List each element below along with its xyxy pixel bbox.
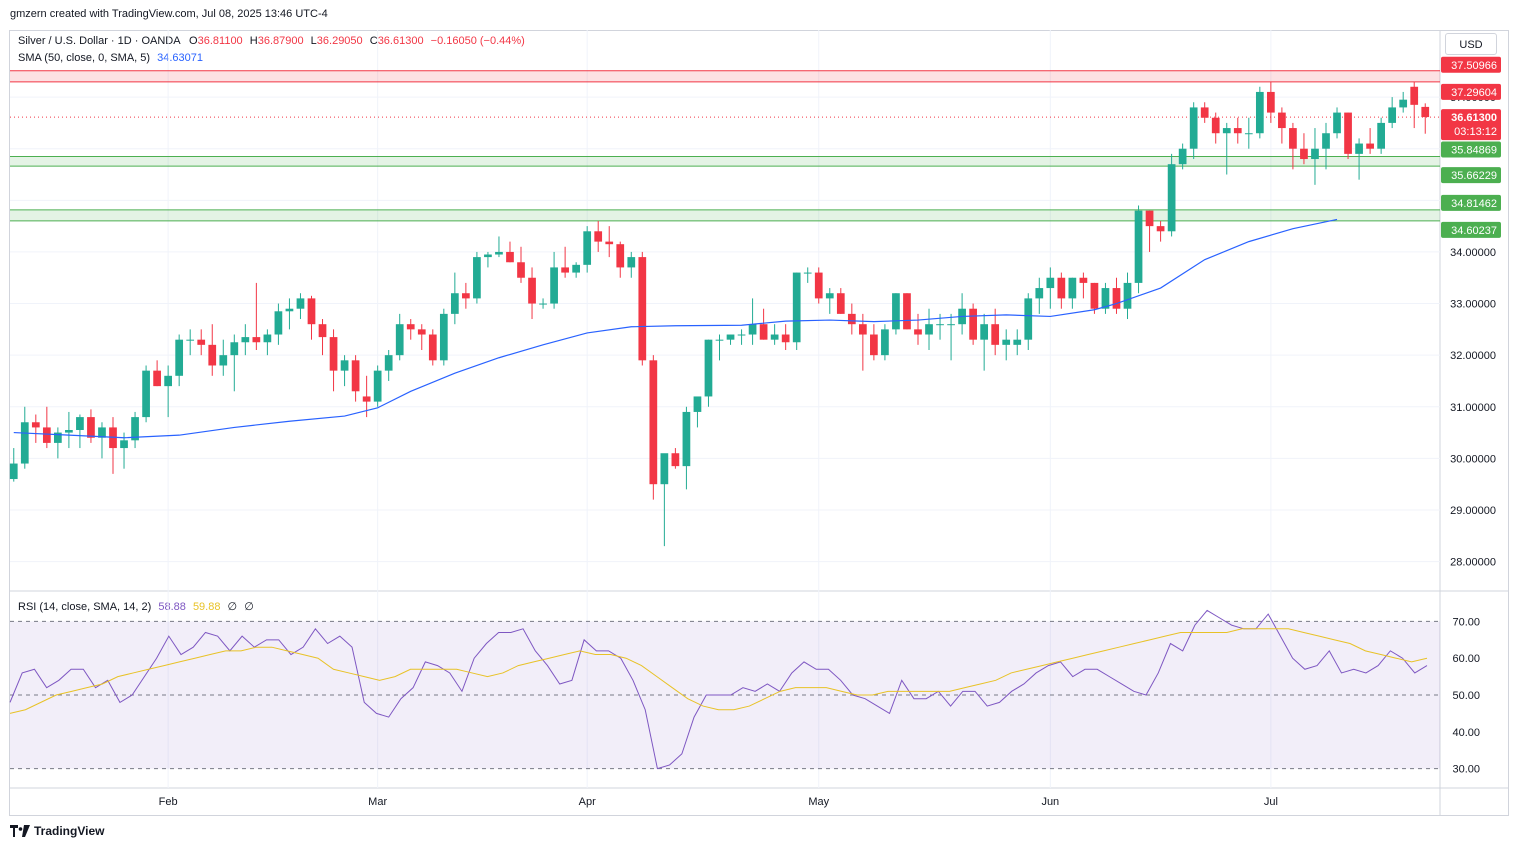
sma-legend[interactable]: SMA (50, close, 0, SMA, 5) 34.63071 bbox=[18, 52, 203, 64]
symbol-name[interactable]: Silver / U.S. Dollar · 1D · OANDA bbox=[18, 35, 180, 47]
high-label: H bbox=[249, 35, 258, 47]
change-value: −0.16050 (−0.44%) bbox=[430, 35, 525, 47]
rsi-label: RSI (14, close, SMA, 14, 2) bbox=[18, 601, 152, 613]
low-value: 36.29050 bbox=[316, 35, 363, 47]
symbol-legend: Silver / U.S. Dollar · 1D · OANDA O36.81… bbox=[18, 35, 525, 47]
close-label: C bbox=[369, 35, 378, 47]
tradingview-logo[interactable]: TradingView bbox=[10, 824, 104, 838]
open-value: 36.81100 bbox=[197, 35, 243, 47]
close-value: 36.61300 bbox=[377, 35, 424, 47]
rsi-ma-value: 59.88 bbox=[192, 601, 221, 613]
rsi-legend[interactable]: RSI (14, close, SMA, 14, 2) 58.88 59.88 … bbox=[18, 600, 254, 613]
chart-frame bbox=[9, 30, 1509, 816]
chart-caption: gmzern created with TradingView.com, Jul… bbox=[10, 8, 328, 20]
tradingview-logo-text: TradingView bbox=[34, 824, 105, 838]
tradingview-logo-icon bbox=[10, 825, 30, 837]
low-label: L bbox=[310, 35, 317, 47]
open-label: O bbox=[189, 35, 198, 47]
sma-value: 34.63071 bbox=[157, 52, 204, 64]
high-value: 36.87900 bbox=[257, 35, 304, 47]
rsi-value: 58.88 bbox=[158, 601, 186, 613]
rsi-extra-1: ∅ bbox=[227, 601, 238, 613]
currency-button[interactable]: USD bbox=[1445, 33, 1497, 55]
rsi-extra-2: ∅ bbox=[244, 601, 254, 613]
sma-label: SMA (50, close, 0, SMA, 5) bbox=[18, 52, 151, 64]
